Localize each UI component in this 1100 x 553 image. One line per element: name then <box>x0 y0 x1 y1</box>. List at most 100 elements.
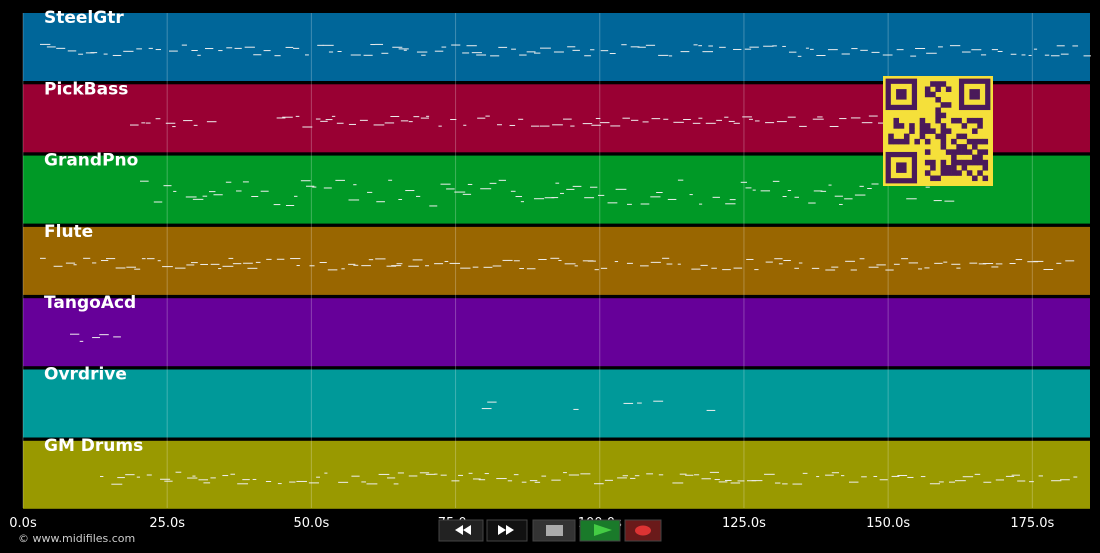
qr-module <box>924 170 931 176</box>
lane-name: TangoAcd <box>44 293 136 313</box>
qr-module <box>940 159 947 166</box>
qr-module <box>945 86 952 93</box>
tick-label: 25.0s <box>149 516 185 531</box>
qr-module <box>935 117 941 124</box>
qr-module <box>977 159 983 166</box>
qr-module <box>945 149 952 155</box>
qr-module <box>982 149 989 155</box>
qr-module <box>966 138 973 145</box>
qr-module <box>977 117 983 124</box>
qr-finder <box>958 78 991 111</box>
lane-name: Flute <box>44 222 93 242</box>
qr-module <box>935 133 941 140</box>
qr-module <box>935 175 941 182</box>
qr-module <box>972 159 978 166</box>
qr-finder <box>969 89 980 100</box>
qr-module <box>893 123 900 129</box>
rewind-icon <box>455 525 471 535</box>
qr-module <box>966 159 973 166</box>
tick-label: 125.0s <box>722 516 766 531</box>
qr-finder <box>896 162 907 173</box>
qr-module <box>898 138 905 145</box>
qr-module <box>935 112 941 119</box>
lane-name: GrandPno <box>44 151 138 171</box>
qr-module <box>893 138 900 145</box>
qr-module <box>956 133 962 140</box>
track-lane: Ovrdrive <box>23 365 1090 438</box>
qr-module <box>945 102 952 108</box>
grid <box>22 13 1033 508</box>
qr-module <box>961 149 968 155</box>
qr-module <box>930 128 936 134</box>
lane-name: PickBass <box>44 79 128 99</box>
qr-module <box>919 133 926 140</box>
qr-module <box>951 159 957 166</box>
qr-module <box>940 170 947 176</box>
qr-module <box>977 154 983 161</box>
stop-icon <box>546 525 563 536</box>
qr-module <box>909 128 915 134</box>
qr-module <box>935 107 941 113</box>
qr-module <box>919 123 926 129</box>
qr-module <box>977 138 983 145</box>
track-lane: SteelGtr <box>23 8 1091 81</box>
qr-module <box>903 138 910 145</box>
footer: © www.midifiles.com <box>18 532 135 545</box>
qr-module <box>982 159 989 166</box>
qr-finder <box>885 78 918 111</box>
qr-module <box>940 123 947 129</box>
lane-name: SteelGtr <box>44 8 124 28</box>
qr-module <box>919 128 926 134</box>
lane-background <box>23 440 1090 509</box>
qr-module <box>945 170 952 176</box>
qr-code <box>883 76 993 186</box>
qr-module <box>951 117 957 124</box>
qr-module <box>930 165 936 171</box>
qr-module <box>940 128 947 134</box>
qr-module <box>951 165 957 171</box>
qr-module <box>903 133 910 140</box>
transport-controls <box>438 519 662 542</box>
qr-module <box>961 159 968 166</box>
lane-background <box>23 226 1090 295</box>
qr-module <box>972 138 978 145</box>
qr-module <box>924 86 931 93</box>
track-lane: GM Drums <box>23 436 1090 509</box>
qr-module <box>945 165 952 171</box>
qr-module <box>930 175 936 182</box>
qr-module <box>888 138 894 145</box>
qr-module <box>940 102 947 108</box>
qr-module <box>956 170 962 176</box>
qr-module <box>977 170 983 176</box>
qr-module <box>935 86 941 93</box>
qr-module <box>966 117 973 124</box>
qr-module <box>972 128 978 134</box>
qr-module <box>961 133 968 140</box>
qr-module <box>977 149 983 155</box>
qr-finder <box>885 151 918 184</box>
qr-module <box>914 138 920 145</box>
lane-name: GM Drums <box>44 436 143 456</box>
qr-module <box>935 96 941 103</box>
qr-module <box>898 123 905 129</box>
qr-module <box>972 144 978 150</box>
qr-module <box>956 159 962 166</box>
qr-module <box>972 154 978 161</box>
qr-module <box>982 165 989 171</box>
play-icon <box>594 524 612 536</box>
qr-module <box>930 91 936 98</box>
qr-module <box>930 81 936 87</box>
qr-module <box>961 123 968 129</box>
qr-module <box>972 117 978 124</box>
qr-module <box>956 149 962 155</box>
qr-module <box>924 149 931 155</box>
lane-background <box>23 13 1090 81</box>
track-lane: Flute <box>23 222 1090 295</box>
qr-module <box>956 117 962 124</box>
qr-module <box>940 138 947 145</box>
qr-module <box>945 128 952 134</box>
tick-label: 175.0s <box>1010 516 1054 531</box>
tick-label: 50.0s <box>294 516 330 531</box>
qr-module <box>924 128 931 134</box>
qr-module <box>966 149 973 155</box>
